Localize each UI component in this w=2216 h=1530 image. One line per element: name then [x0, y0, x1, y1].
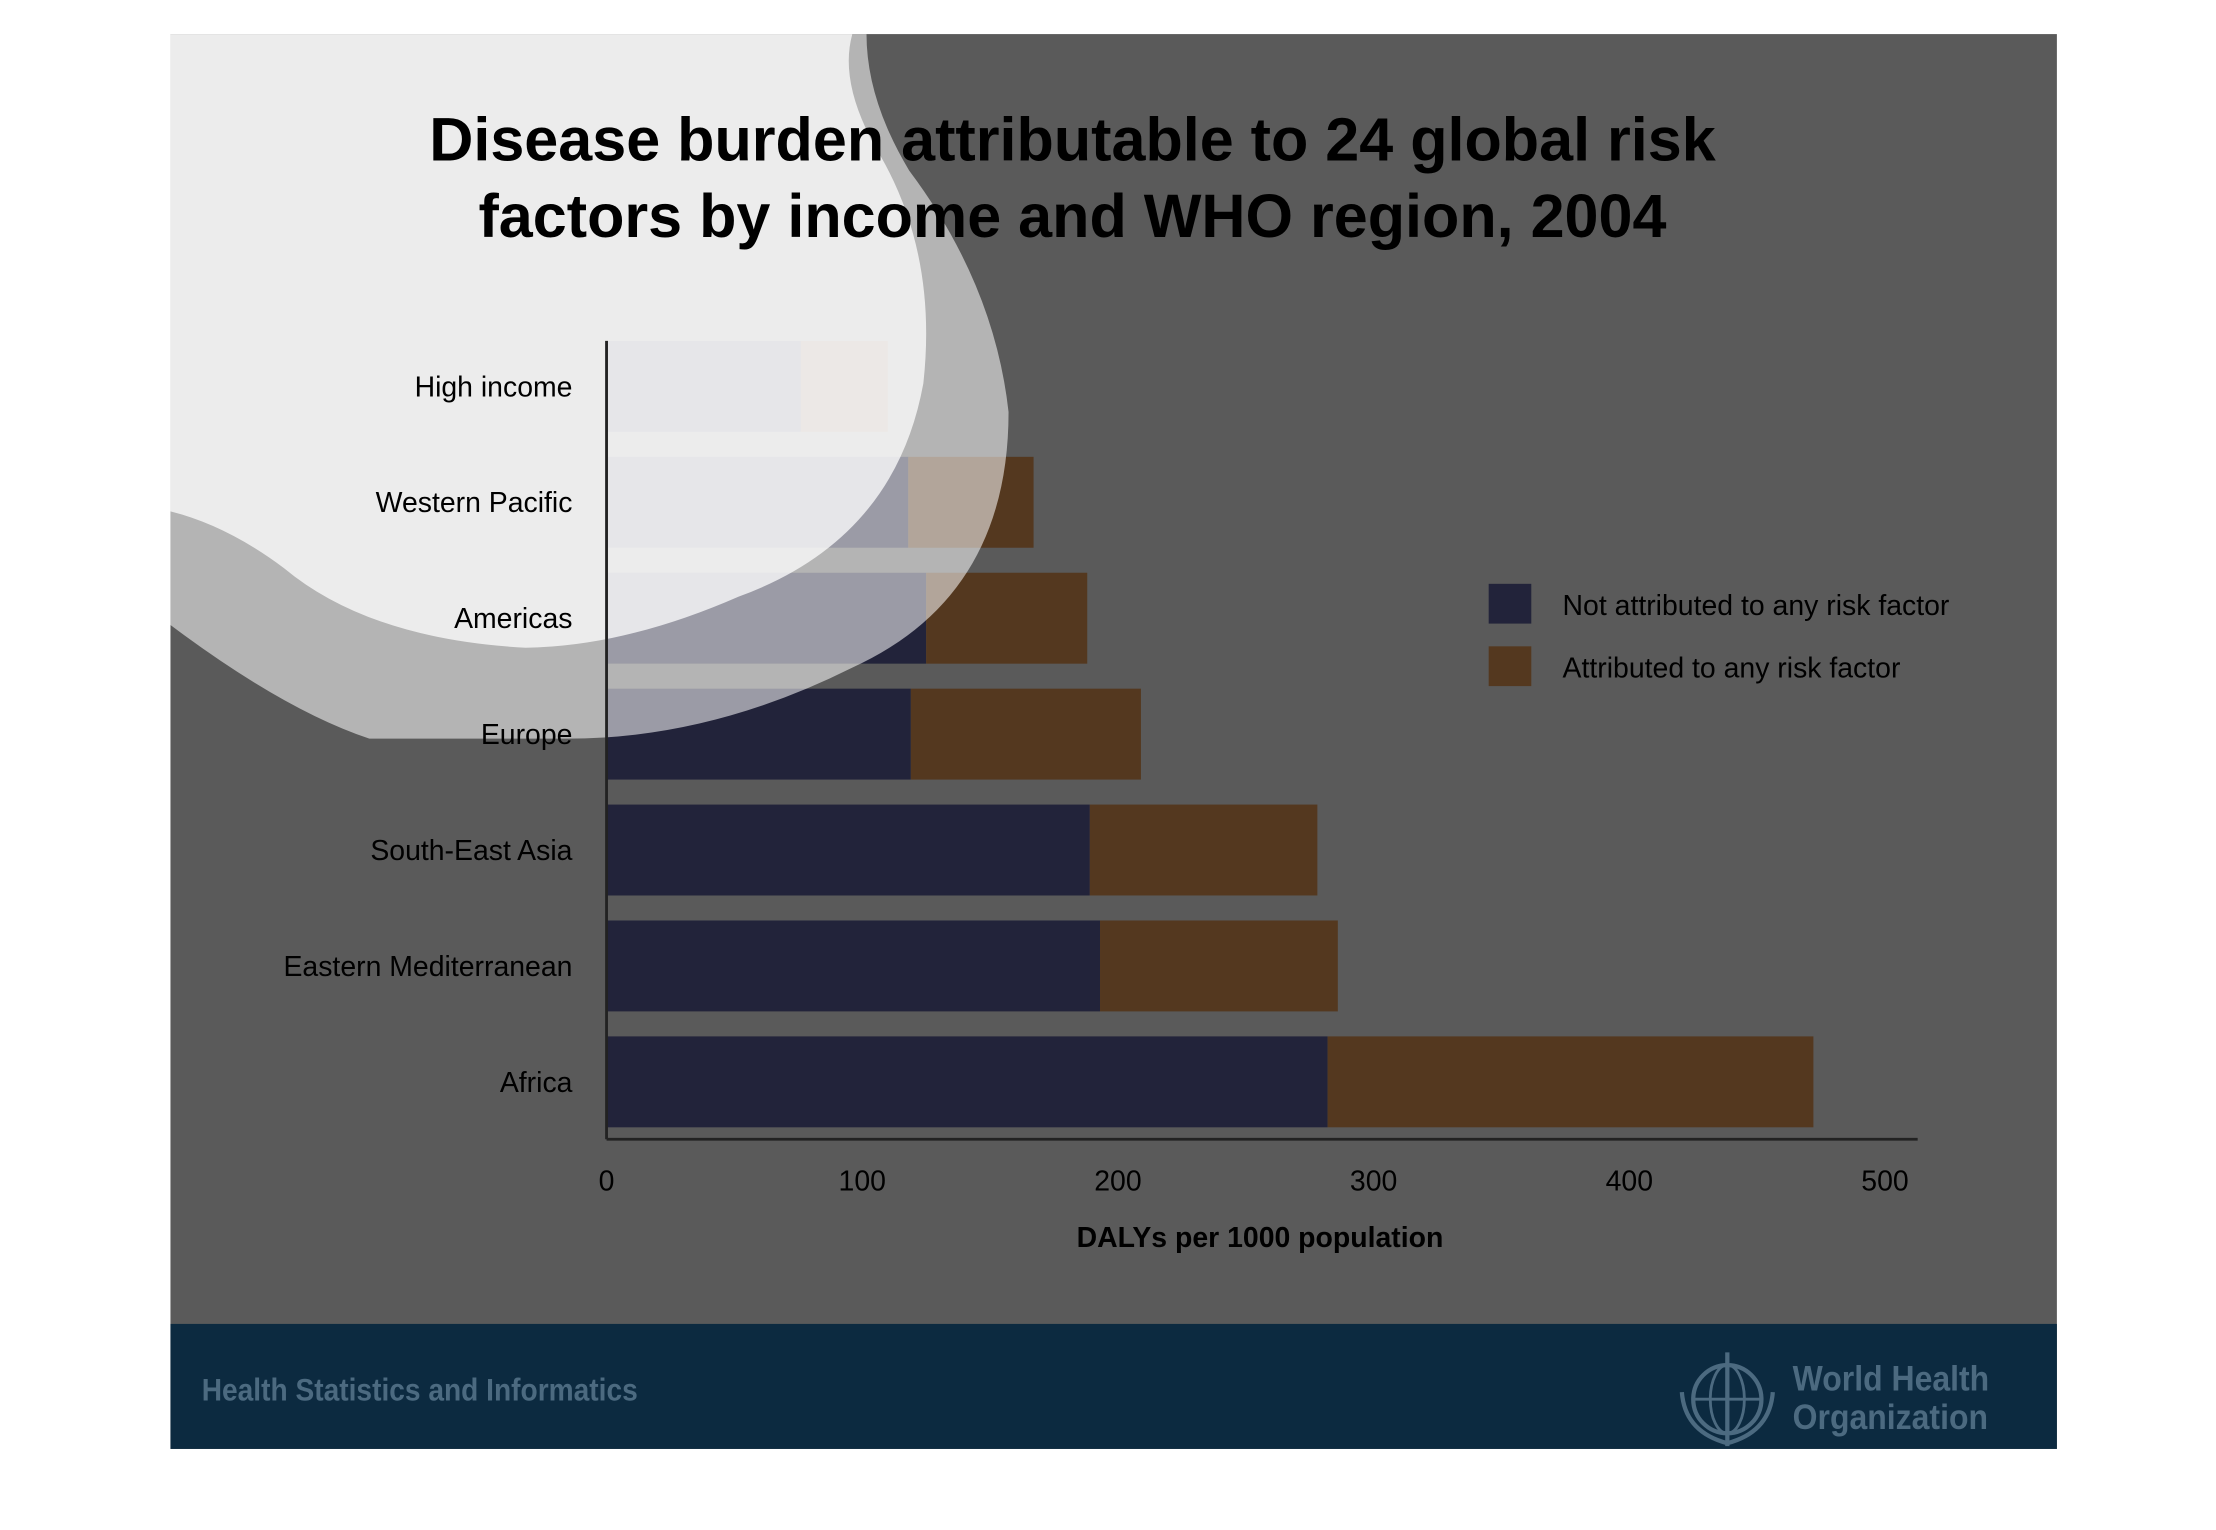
- bar-not-attributed: [606, 920, 1101, 1012]
- x-tick-label: 300: [1350, 1165, 1397, 1197]
- legend-swatch: [1488, 583, 1532, 624]
- who-emblem-icon: [1680, 1352, 1776, 1447]
- chart-title: Disease burden attributable to 24 global…: [170, 102, 1974, 255]
- footer-bar: Health Statistics and Informatics World …: [170, 1323, 2057, 1449]
- category-label: Western Pacific: [376, 487, 573, 519]
- x-tick-label: 400: [1606, 1165, 1653, 1197]
- x-tick-label: 500: [1861, 1165, 1908, 1197]
- title-line-1: Disease burden attributable to 24 global…: [429, 106, 1716, 175]
- x-tick-label: 100: [839, 1165, 886, 1197]
- footer-text: Health Statistics and Informatics: [201, 1372, 638, 1408]
- bar-attributed: [1100, 920, 1338, 1012]
- x-tick-label: 200: [1094, 1165, 1141, 1197]
- legend-swatch: [1488, 646, 1532, 687]
- who-name-line2: Organization: [1793, 1397, 1989, 1438]
- legend-label: Not attributed to any risk factor: [1563, 590, 1950, 622]
- who-name-line1: World Health: [1793, 1359, 1990, 1400]
- category-label: Eastern Mediterranean: [283, 951, 572, 983]
- bar-not-attributed: [606, 804, 1090, 896]
- x-axis-title: DALYs per 1000 population: [1077, 1222, 1444, 1254]
- bar-attributed: [1089, 804, 1318, 896]
- x-tick-label: 0: [599, 1165, 615, 1197]
- bar-not-attributed: [606, 1036, 1328, 1128]
- legend-label: Attributed to any risk factor: [1563, 653, 1901, 685]
- white-wave-overlay: [170, 34, 1009, 739]
- category-label: Americas: [454, 603, 572, 635]
- bar-attributed: [910, 688, 1141, 780]
- who-logo: World Health Organization: [1671, 1349, 2012, 1448]
- title-line-2: factors by income and WHO region, 2004: [478, 183, 1667, 252]
- category-label: High income: [415, 371, 573, 403]
- bar-attributed: [1327, 1036, 1814, 1128]
- category-label: Africa: [500, 1067, 573, 1099]
- category-label: South-East Asia: [370, 835, 572, 867]
- category-label: Europe: [481, 719, 573, 751]
